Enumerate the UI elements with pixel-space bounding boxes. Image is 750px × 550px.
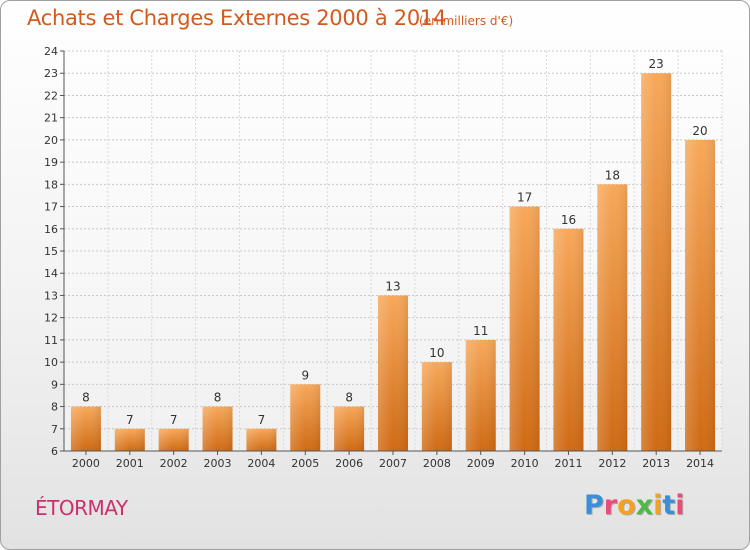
- y-tick-label: 21: [44, 112, 58, 125]
- y-tick-label: 14: [44, 267, 58, 280]
- y-tick-label: 16: [44, 223, 58, 236]
- y-tick-label: 20: [44, 134, 58, 147]
- y-tick-label: 13: [44, 289, 58, 302]
- y-tick-label: 9: [51, 378, 58, 391]
- x-tick-label: 2003: [204, 457, 232, 470]
- data-label: 8: [345, 391, 353, 405]
- x-tick-label: 2006: [335, 457, 363, 470]
- y-tick-label: 24: [44, 45, 58, 58]
- data-label: 10: [429, 346, 444, 360]
- bar-shading: [334, 406, 365, 451]
- y-tick-label: 15: [44, 245, 58, 258]
- y-tick-label: 22: [44, 89, 58, 102]
- x-tick-label: 2007: [379, 457, 407, 470]
- bar-shading: [421, 362, 452, 451]
- data-label: 13: [385, 279, 400, 293]
- bar-shading: [70, 406, 101, 451]
- y-tick-label: 6: [51, 445, 58, 458]
- axes: 6 7 8 9 10 11 12 13 14 15 16 17 18 19 20 21 22 23 24 2000 20…: [44, 45, 722, 470]
- logo-letter: x: [635, 490, 654, 521]
- y-tick-label: 11: [44, 334, 58, 347]
- y-tick-label: 12: [44, 312, 58, 325]
- logo-letter: t: [662, 490, 676, 521]
- x-tick-label: 2014: [686, 457, 714, 470]
- y-tick-label: 19: [44, 156, 58, 169]
- data-label: 20: [692, 124, 707, 138]
- x-tick-label: 2001: [116, 457, 144, 470]
- bar-shading: [553, 228, 584, 451]
- x-tick-label: 2000: [72, 457, 100, 470]
- x-tick-label: 2012: [598, 457, 626, 470]
- proxiti-logo: Proxiti: [584, 490, 685, 521]
- bar-shading: [509, 206, 540, 451]
- logo-letter: r: [603, 490, 618, 521]
- y-tick-label: 10: [44, 356, 58, 369]
- bar-shading: [290, 384, 321, 451]
- commune-name: ÉTORMAY: [35, 496, 128, 520]
- x-tick-label: 2008: [423, 457, 451, 470]
- data-label: 9: [301, 368, 309, 382]
- y-tick-label: 18: [44, 178, 58, 191]
- data-label: 18: [605, 168, 620, 182]
- x-tick-label: 2010: [511, 457, 539, 470]
- bar-shading: [685, 139, 716, 451]
- data-labels: 8 7 7 8 7 9 8 13 10 11 17 16 18 23 20: [82, 57, 708, 427]
- bar-shading: [158, 428, 189, 451]
- data-label: 8: [214, 391, 222, 405]
- y-tick-label: 17: [44, 201, 58, 214]
- x-tick-label: 2013: [642, 457, 670, 470]
- bar-shading: [597, 184, 628, 452]
- data-label: 7: [170, 413, 178, 427]
- chart-title: Achats et Charges Externes 2000 à 2014: [27, 6, 447, 30]
- y-tick-label: 8: [51, 401, 58, 414]
- data-label: 16: [561, 213, 576, 227]
- bars: [70, 73, 716, 452]
- x-tick-label: 2009: [467, 457, 495, 470]
- logo-letter: P: [584, 490, 604, 521]
- data-label: 23: [649, 57, 664, 71]
- bar-shading: [114, 428, 145, 451]
- bar-shading: [465, 339, 496, 451]
- logo-letter: i: [675, 490, 685, 521]
- data-label: 17: [517, 191, 532, 205]
- y-tick-label: 23: [44, 67, 58, 80]
- y-tick-label: 7: [51, 423, 58, 436]
- data-label: 7: [126, 413, 134, 427]
- data-label: 7: [258, 413, 266, 427]
- logo-letter: i: [653, 490, 663, 521]
- bar-shading: [378, 295, 408, 451]
- data-label: 11: [473, 324, 488, 338]
- bar-shading: [641, 73, 672, 451]
- x-tick-label: 2004: [247, 457, 275, 470]
- bar-shading: [246, 428, 277, 451]
- x-tick-label: 2005: [291, 457, 319, 470]
- x-tick-label: 2011: [554, 457, 582, 470]
- logo-letter: o: [617, 490, 636, 521]
- bar-shading: [202, 406, 233, 451]
- data-label: 8: [82, 391, 90, 405]
- x-tick-label: 2002: [160, 457, 188, 470]
- chart-subtitle: (en milliers d'€): [419, 14, 514, 28]
